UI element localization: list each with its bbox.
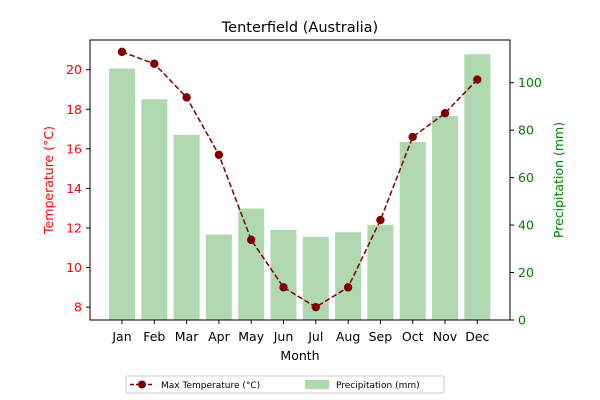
temperature-point [279,283,288,292]
precipitation-bar [432,115,458,320]
legend-box [125,375,445,394]
precipitation-bars [109,54,491,320]
right-tick-label: 40 [518,218,534,233]
left-tick-label: 16 [66,141,82,156]
legend: Max Temperature (°C) Precipitation (mm) [125,375,445,394]
right-tick-label: 20 [518,265,534,280]
x-tick-label: Jun [273,329,294,344]
x-tick-label: May [238,329,264,344]
x-tick-label: Sep [369,329,393,344]
right-tick-label: 60 [518,170,534,185]
x-tick-label: Oct [402,329,424,344]
x-axis-label: Month [280,348,319,363]
right-tick-label: 0 [518,313,526,328]
precipitation-bar [238,208,265,320]
temperature-point [343,283,353,292]
temperature-point [440,109,450,118]
x-tick-label: Dec [465,329,489,344]
x-tick-label: Mar [175,329,199,344]
left-tick-label: 12 [66,220,82,235]
temperature-point [247,235,256,245]
left-tick-label: 10 [66,260,82,275]
precipitation-bar [205,234,232,320]
right-axis-ticks: 0 20 40 60 80 100 [510,75,542,328]
right-tick-label: 80 [518,123,534,138]
x-tick-label: Nov [433,329,458,344]
precipitation-bar [335,232,362,320]
left-tick-label: 18 [66,102,82,117]
x-tick-label: Jul [307,329,323,344]
x-tick-label: Aug [336,329,360,344]
x-tick-label: Jan [111,329,131,344]
right-tick-label: 100 [518,75,542,90]
left-axis-ticks: 8 10 12 14 16 18 20 [66,62,90,315]
temperature-point [214,150,224,159]
legend-marker-swatch [138,380,146,389]
precipitation-bar [464,54,491,320]
x-axis-ticks: Jan Feb Mar Apr May Jun Jul Aug Sep Oct Nov Dec [111,320,490,344]
chart-title: Tenterfield (Australia) [221,20,378,36]
precipitation-bar [399,142,426,320]
temperature-series-line [121,51,478,309]
temperature-point [311,302,320,312]
x-tick-label: Apr [208,329,230,344]
temperature-point [408,132,417,142]
left-tick-label: 8 [74,300,82,315]
x-tick-label: Feb [143,329,165,344]
temperature-line [117,47,482,312]
precipitation-bar [173,134,200,320]
temperature-point [117,47,127,57]
right-axis-label: Precipitation (mm) [551,122,566,238]
precipitation-bar [141,99,168,320]
temperature-point [182,93,191,102]
legend-bar-swatch [305,380,329,389]
left-tick-label: 20 [66,62,82,77]
legend-label-precipitation: Precipitation (mm) [336,381,420,391]
plot-frame [89,39,511,321]
precipitation-bar [367,225,394,320]
temperature-point [150,59,159,68]
precipitation-bar [270,229,297,320]
precipitation-bar [109,68,135,320]
left-axis-label: Temperature (°C) [41,126,56,235]
legend-label-temperature: Max Temperature (°C) [161,381,260,391]
left-tick-label: 14 [66,181,82,196]
temperature-point [473,75,482,84]
temperature-point [376,215,385,225]
